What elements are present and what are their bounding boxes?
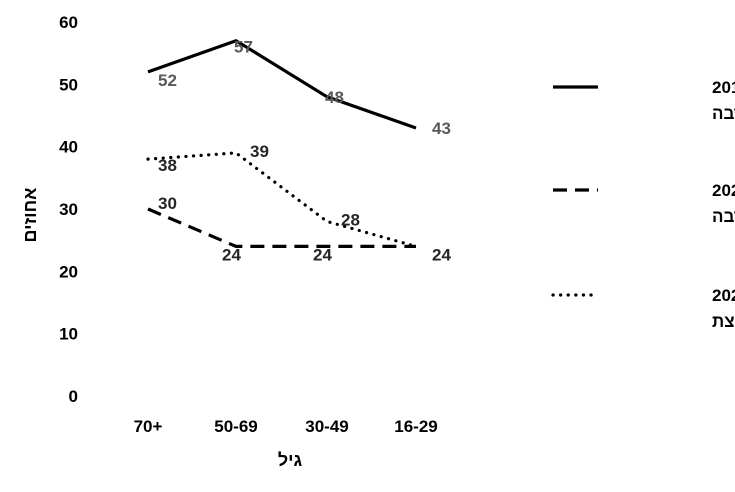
- y-tick-label: 10: [59, 325, 78, 344]
- series-line-dashed: [147, 207, 416, 248]
- data-label: 24: [222, 245, 241, 264]
- data-labels: 52 57 48 43 30 24 24 24 38 39 28: [158, 38, 451, 265]
- x-axis-title: גיל: [278, 450, 303, 470]
- legend-label: ארה"ב 2020: [712, 181, 735, 200]
- data-label: 28: [341, 210, 360, 229]
- x-tick-label: 50-69: [214, 417, 257, 436]
- data-label: 52: [158, 71, 177, 90]
- legend-label: אירופה 2018: [712, 78, 735, 97]
- series-line-dotted: [146, 151, 418, 248]
- legend-item: ארה"ב 2020 הרבה: [553, 181, 735, 226]
- legend-label: הרבה: [712, 207, 735, 226]
- y-tick-label: 50: [59, 75, 78, 94]
- data-label: 39: [250, 142, 269, 161]
- legend-label: קצת: [712, 312, 735, 331]
- legend-label: ארה"ב 2020: [712, 286, 735, 305]
- legend-label: הרבה: [712, 104, 735, 123]
- x-axis-ticks: 70+ 50-69 30-49 16-29: [134, 417, 438, 436]
- y-axis-title: אחוזים: [20, 188, 40, 243]
- x-tick-label: 30-49: [305, 417, 348, 436]
- data-label: 48: [325, 88, 344, 107]
- data-label: 24: [432, 245, 451, 264]
- y-tick-label: 0: [69, 387, 78, 406]
- data-label: 43: [432, 119, 451, 138]
- data-label: 24: [313, 245, 332, 264]
- x-tick-label: 70+: [134, 417, 163, 436]
- y-axis-ticks: 0 10 20 30 40 50 60: [59, 13, 78, 406]
- x-tick-label: 16-29: [394, 417, 437, 436]
- legend: אירופה 2018 הרבה ארה"ב 2020 הרבה ארה"ב 2020 ק…: [551, 78, 735, 331]
- data-label: 30: [158, 194, 177, 213]
- y-tick-label: 60: [59, 13, 78, 32]
- series-line-solid: [147, 39, 417, 130]
- y-tick-label: 30: [59, 200, 78, 219]
- y-tick-label: 20: [59, 262, 78, 281]
- data-label: 38: [158, 156, 177, 175]
- series-lines: [146, 39, 418, 248]
- legend-item: אירופה 2018 הרבה: [553, 78, 735, 123]
- data-label: 57: [234, 38, 253, 57]
- y-tick-label: 40: [59, 138, 78, 157]
- legend-item: ארה"ב 2020 קצת: [551, 286, 735, 331]
